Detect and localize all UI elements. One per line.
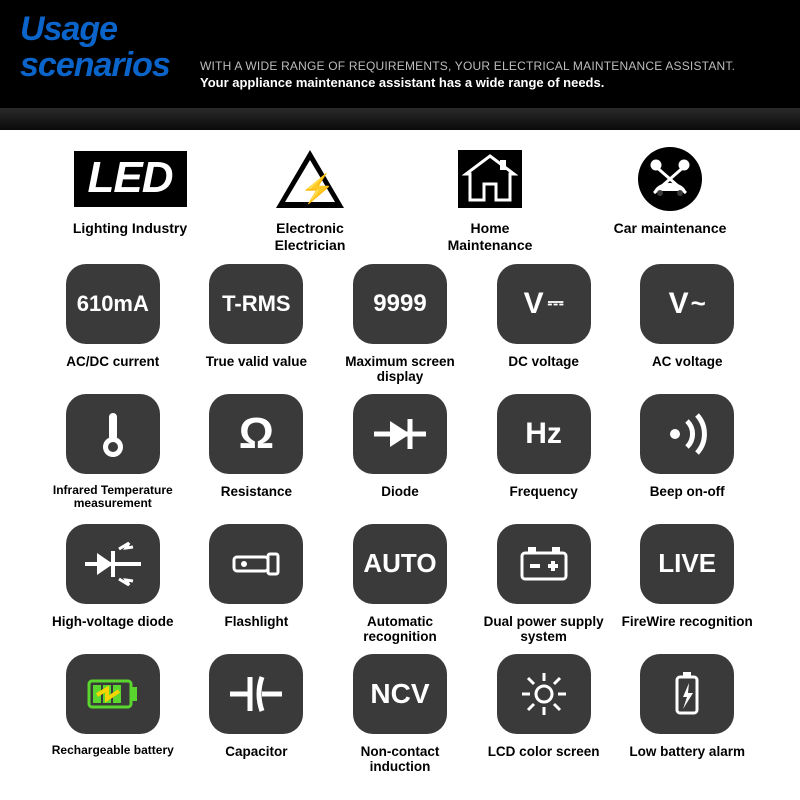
subtitle: WITH A WIDE RANGE OF REQUIREMENTS, YOUR … bbox=[200, 58, 780, 92]
beep-icon bbox=[640, 394, 734, 474]
ncv-icon: NCV bbox=[353, 654, 447, 734]
feat-max-screen: 9999 Maximum screen display bbox=[329, 264, 471, 388]
diode-icon bbox=[353, 394, 447, 474]
category-label: Electronic bbox=[276, 220, 344, 236]
category-label: Lighting Industry bbox=[73, 220, 187, 236]
low-battery-icon bbox=[640, 654, 734, 734]
auto-icon: AUTO bbox=[353, 524, 447, 604]
feature-label: Resistance bbox=[186, 484, 328, 518]
feat-hv-diode: High-voltage diode bbox=[42, 524, 184, 648]
vdc-icon: V⎓ bbox=[497, 264, 591, 344]
feat-dual-power: Dual power supply system bbox=[473, 524, 615, 648]
lcd-icon bbox=[497, 654, 591, 734]
title-line1: Usage bbox=[20, 10, 117, 48]
category-label: Car maintenance bbox=[614, 220, 727, 236]
subtitle-l1: WITH A WIDE RANGE OF REQUIREMENTS, YOUR … bbox=[200, 58, 780, 74]
feature-label: AC/DC current bbox=[42, 354, 184, 388]
flashlight-icon bbox=[209, 524, 303, 604]
hz-icon: Hz bbox=[497, 394, 591, 474]
feat-dc-voltage: V⎓ DC voltage bbox=[473, 264, 615, 388]
feature-grid: 610mA AC/DC current T-RMS True valid value… bbox=[0, 264, 800, 790]
feature-label: Beep on-off bbox=[616, 484, 758, 518]
feat-resistance: Ω Resistance bbox=[186, 394, 328, 518]
feat-ir-temp: Infrared Temperature measurement bbox=[42, 394, 184, 518]
feature-label: Maximum screen display bbox=[329, 354, 471, 388]
category-car: Car maintenance bbox=[595, 148, 745, 237]
feat-acdc-current: 610mA AC/DC current bbox=[42, 264, 184, 388]
category-label: Home bbox=[471, 220, 510, 236]
feature-label: Infrared Temperature measurement bbox=[42, 484, 184, 518]
feature-label: FireWire recognition bbox=[616, 614, 758, 648]
header: Usage scenarios WITH A WIDE RANGE OF REQ… bbox=[0, 0, 800, 130]
thermometer-icon bbox=[66, 394, 160, 474]
feat-ncv: NCV Non-contact induction bbox=[329, 654, 471, 778]
feature-label: True valid value bbox=[186, 354, 328, 388]
feature-label: Low battery alarm bbox=[616, 744, 758, 778]
capacitor-icon bbox=[209, 654, 303, 734]
feat-auto: AUTO Automatic recognition bbox=[329, 524, 471, 648]
feature-label: Frequency bbox=[473, 484, 615, 518]
bolt-triangle-icon: ⚡ bbox=[235, 148, 385, 210]
battery-icon bbox=[497, 524, 591, 604]
header-stripe bbox=[0, 108, 800, 130]
live-icon: LIVE bbox=[640, 524, 734, 604]
feature-label: High-voltage diode bbox=[42, 614, 184, 648]
feature-label: Flashlight bbox=[186, 614, 328, 648]
feat-ac-voltage: V~ AC voltage bbox=[616, 264, 758, 388]
hv-diode-icon bbox=[66, 524, 160, 604]
feature-label: Dual power supply system bbox=[473, 614, 615, 648]
feature-label: Capacitor bbox=[186, 744, 328, 778]
feature-label: Automatic recognition bbox=[329, 614, 471, 648]
feat-frequency: Hz Frequency bbox=[473, 394, 615, 518]
category-led: LED Lighting Industry bbox=[55, 148, 205, 237]
tile: T-RMS bbox=[209, 264, 303, 344]
feature-label: DC voltage bbox=[473, 354, 615, 388]
omega-icon: Ω bbox=[209, 394, 303, 474]
feat-beep: Beep on-off bbox=[616, 394, 758, 518]
feat-diode: Diode bbox=[329, 394, 471, 518]
car-tools-icon bbox=[595, 148, 745, 210]
category-electronic: ⚡ ElectronicElectrician bbox=[235, 148, 385, 254]
feat-capacitor: Capacitor bbox=[186, 654, 328, 778]
category-row: LED Lighting Industry ⚡ ElectronicElectr… bbox=[0, 130, 800, 264]
feature-label: Diode bbox=[329, 484, 471, 518]
house-icon bbox=[415, 148, 565, 210]
subtitle-l2: Your appliance maintenance assistant has… bbox=[200, 74, 780, 92]
feature-label: AC voltage bbox=[616, 354, 758, 388]
feat-trms: T-RMS True valid value bbox=[186, 264, 328, 388]
feat-firewire: LIVE FireWire recognition bbox=[616, 524, 758, 648]
feat-recharge: Rechargeable battery bbox=[42, 654, 184, 778]
feature-label: Rechargeable battery bbox=[42, 744, 184, 778]
feature-label: Non-contact induction bbox=[329, 744, 471, 778]
title-line2: scenarios bbox=[20, 46, 170, 84]
feat-lcd: LCD color screen bbox=[473, 654, 615, 778]
recharge-battery-icon bbox=[66, 654, 160, 734]
led-icon: LED bbox=[55, 148, 205, 210]
feat-flashlight: Flashlight bbox=[186, 524, 328, 648]
vac-icon: V~ bbox=[640, 264, 734, 344]
category-home: HomeMaintenance bbox=[415, 148, 565, 254]
feature-label: LCD color screen bbox=[473, 744, 615, 778]
tile: 9999 bbox=[353, 264, 447, 344]
tile: 610mA bbox=[66, 264, 160, 344]
feat-low-batt: Low battery alarm bbox=[616, 654, 758, 778]
